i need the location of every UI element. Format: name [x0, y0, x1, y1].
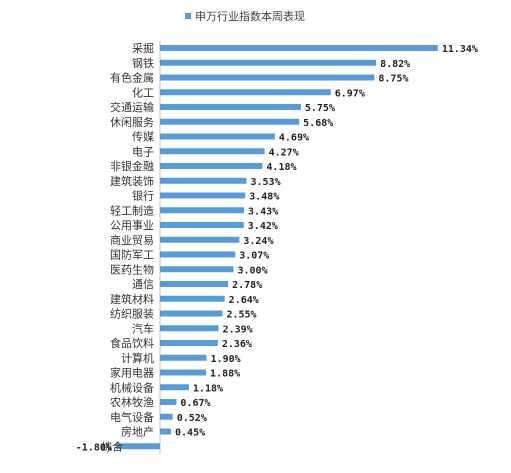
data-label: 4.69% — [279, 133, 309, 144]
bar — [160, 413, 173, 420]
data-label: 4.18% — [266, 162, 296, 173]
data-label: 3.43% — [248, 206, 278, 217]
category-label: 有色金属 — [110, 71, 154, 85]
bar — [160, 89, 331, 96]
bar — [160, 325, 219, 332]
category-label: 商业贸易 — [110, 233, 154, 247]
category-label: 家用电器 — [110, 366, 154, 380]
bar — [160, 59, 377, 66]
data-label: 3.00% — [238, 265, 268, 276]
category-label: 建筑材料 — [110, 292, 154, 306]
category-label: 休闲服务 — [110, 115, 154, 129]
category-label: 化工 — [132, 85, 154, 99]
data-label: 3.07% — [239, 251, 269, 262]
data-label: 3.48% — [249, 192, 279, 203]
bar — [160, 340, 218, 346]
data-label: 11.34% — [442, 44, 478, 55]
bar — [160, 74, 375, 81]
bar — [160, 251, 236, 258]
data-label: 0.67% — [180, 398, 210, 409]
category-label: 交通运输 — [110, 100, 154, 114]
category-label: 计算机 — [121, 351, 154, 365]
data-label: 1.88% — [210, 369, 240, 380]
data-label: 3.53% — [250, 177, 280, 188]
data-label: 0.52% — [177, 413, 207, 424]
category-label: 采掘 — [132, 41, 154, 55]
category-label: 食品饮料 — [110, 336, 154, 350]
data-label: 4.27% — [269, 147, 299, 158]
bar — [160, 369, 207, 376]
bar — [160, 133, 275, 140]
bar — [160, 281, 229, 287]
category-label: 传媒 — [132, 131, 154, 144]
category-label: 电子 — [132, 145, 154, 158]
data-label: 1.90% — [211, 354, 241, 365]
bar — [160, 177, 247, 184]
data-label: 2.78% — [232, 280, 262, 291]
bar — [160, 45, 438, 51]
bar — [160, 148, 265, 155]
category-label: 建筑装饰 — [110, 174, 154, 188]
bar — [160, 163, 263, 169]
data-label: 6.97% — [335, 88, 365, 99]
bar — [160, 428, 172, 435]
category-label: 银行 — [132, 189, 154, 203]
legend-label: 申万行业指数本周表现 — [195, 9, 305, 23]
bar — [160, 207, 245, 214]
bar — [160, 104, 301, 110]
bar — [160, 310, 223, 317]
bar — [160, 192, 246, 199]
data-label: 1.18% — [193, 383, 223, 394]
category-label: 纺织服装 — [110, 307, 154, 321]
bar — [160, 295, 225, 302]
data-label: 3.24% — [243, 236, 273, 247]
bar — [115, 443, 160, 450]
bar — [160, 118, 300, 125]
category-label: 房地产 — [121, 425, 154, 439]
category-label: 钢铁 — [132, 57, 154, 70]
category-label: 通信 — [132, 278, 154, 291]
bar — [160, 399, 177, 405]
plot-area: 采掘 11.34% 钢铁 8.82% 有色金属 8.75% 化工 6.97% 交通运输 5.75%… — [76, 40, 478, 454]
data-label: 3.42% — [248, 221, 278, 232]
category-label: 农林牧渔 — [110, 395, 154, 409]
legend-swatch — [185, 13, 191, 19]
category-label: 电气设备 — [110, 410, 154, 424]
data-label: 2.36% — [222, 339, 252, 350]
category-label: 国防军工 — [110, 248, 154, 262]
data-label: 2.64% — [229, 295, 259, 306]
category-label: 综合 — [101, 439, 123, 453]
category-label: 医药生物 — [110, 262, 154, 276]
data-label: 8.75% — [378, 74, 408, 85]
category-label: 公用事业 — [110, 219, 154, 232]
category-label: 汽车 — [132, 321, 154, 335]
category-label: 轻工制造 — [110, 203, 154, 217]
data-label: 0.45% — [175, 428, 205, 439]
data-label: 5.68% — [303, 118, 333, 129]
data-label: 5.75% — [305, 103, 335, 114]
bar — [160, 236, 240, 243]
bar — [160, 222, 244, 228]
bar — [160, 266, 234, 273]
category-label: 非银金融 — [110, 159, 154, 173]
data-label: 8.82% — [380, 59, 410, 70]
category-label: 机械设备 — [110, 380, 154, 394]
legend: 申万行业指数本周表现 — [185, 9, 305, 23]
bar — [160, 354, 207, 361]
data-label: -1.80% — [76, 442, 112, 453]
data-label: 2.55% — [226, 310, 256, 321]
bar — [160, 384, 189, 391]
data-label: 2.39% — [223, 324, 253, 335]
